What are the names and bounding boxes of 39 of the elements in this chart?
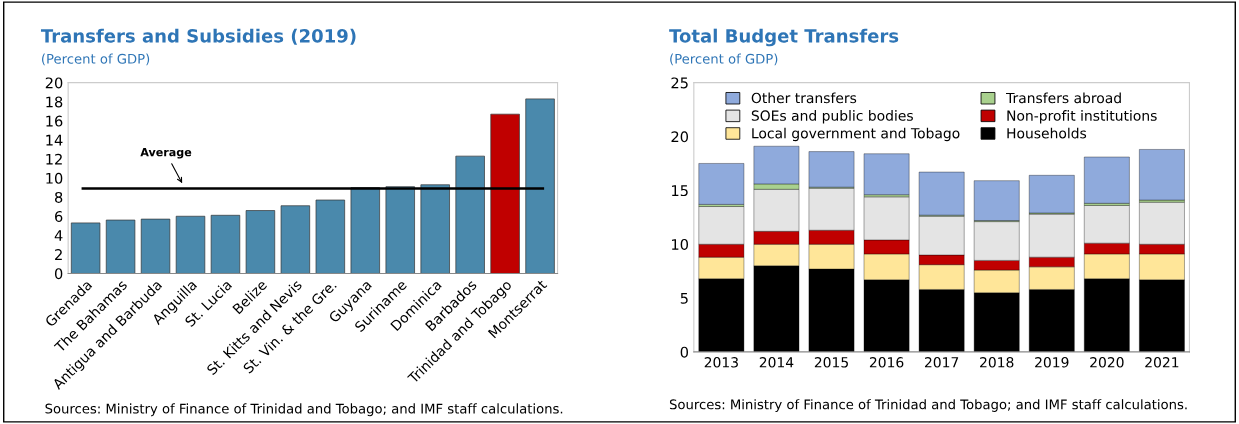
legend-label: Non-profit institutions — [1007, 110, 1157, 124]
source-note: Sources: Ministry of Finance of Trinidad and Tobago; and IMF staff calculations. — [669, 399, 1187, 412]
chart-subtitle: (Percent of GDP) — [42, 53, 150, 66]
y-tick-label: 20 — [671, 131, 689, 143]
x-tick-label: 2016 — [869, 357, 904, 368]
source-note: Sources: Ministry of Finance of Trinidad and Tobago; and IMF staff calculations. — [45, 403, 563, 417]
x-tick-label: 2013 — [704, 357, 738, 368]
y-tick-label: 18 — [46, 96, 63, 108]
y-tick-label: 5 — [680, 292, 688, 304]
y-tick-label: 10 — [46, 172, 63, 184]
y-tick-label: 20 — [45, 77, 63, 89]
y-tick-label: 14 — [46, 134, 63, 146]
x-tick-label: 2020 — [1090, 357, 1124, 368]
y-tick-label: 0 — [680, 346, 689, 358]
y-tick-label: 6 — [55, 210, 63, 222]
legend-label: Other transfers — [751, 92, 857, 104]
legend-label: Local government and Tobago — [752, 127, 960, 142]
x-tick-label: 2014 — [759, 357, 794, 368]
legend-label: SOEs and public bodies — [751, 110, 913, 124]
y-tick-label: 12 — [46, 153, 62, 165]
y-tick-label: 10 — [672, 238, 689, 250]
y-tick-label: 0 — [54, 268, 63, 280]
y-tick-label: 16 — [46, 115, 63, 127]
y-tick-label: 8 — [54, 191, 63, 203]
chart-subtitle: (Percent of GDP) — [670, 53, 778, 66]
x-tick-label: 2018 — [980, 357, 1014, 368]
x-tick-label: 2015 — [814, 357, 848, 368]
x-tick-label: 2017 — [924, 357, 959, 368]
chart-title: Total Budget Transfers — [669, 28, 899, 47]
x-tick-label: 2021 — [1145, 357, 1179, 368]
x-tick-label: 2019 — [1035, 357, 1069, 368]
y-tick-label: 2 — [55, 249, 62, 260]
y-tick-label: 25 — [671, 77, 688, 89]
y-tick-label: 15 — [672, 185, 688, 197]
legend-label: Transfers abroad — [1006, 92, 1121, 104]
chart-title: Transfers and Subsidies (2019) — [40, 28, 356, 45]
y-tick-label: 4 — [54, 230, 63, 241]
ref-line-label: Average — [140, 148, 192, 159]
legend-label: Households — [1007, 127, 1087, 139]
